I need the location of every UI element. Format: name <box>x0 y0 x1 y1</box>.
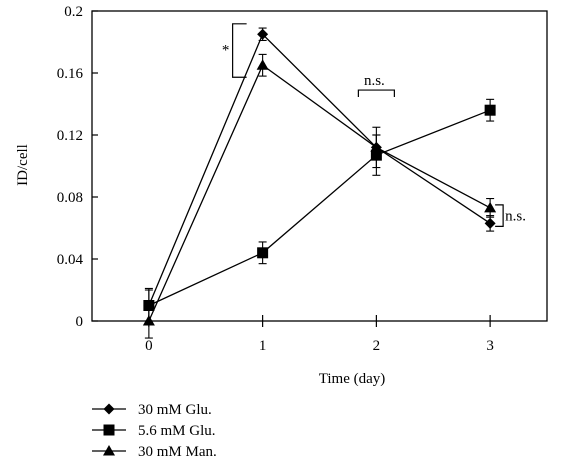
significance-label: n.s. <box>364 73 385 89</box>
x-tick-label: 1 <box>259 338 267 354</box>
diamond-point <box>484 217 496 229</box>
diamond-point <box>257 28 269 40</box>
legend-item: 5.6 mM Glu. <box>92 423 216 439</box>
legend-triangle-marker <box>103 445 115 456</box>
series-diamond <box>143 27 496 322</box>
legend-label: 30 mM Man. <box>138 444 217 460</box>
square-point <box>484 104 496 116</box>
legend-item: 30 mM Man. <box>92 444 217 460</box>
y-tick-label: 0 <box>76 314 84 330</box>
x-tick-label: 0 <box>145 338 153 354</box>
y-tick-label: 0.12 <box>57 128 83 144</box>
triangle-point <box>484 201 497 213</box>
x-axis-label: Time (day) <box>319 371 386 387</box>
y-tick-label: 0.04 <box>57 252 84 268</box>
legend-label: 30 mM Glu. <box>138 402 212 418</box>
significance-bracket <box>495 204 504 227</box>
significance-label: * <box>222 43 230 59</box>
plot-frame <box>91 10 548 322</box>
significance-annotations: * n.s. n.s. <box>222 23 526 227</box>
axes: 0 0.04 0.08 0.12 0.16 0.2 0 1 2 3 <box>57 4 548 354</box>
significance-bracket <box>232 23 247 78</box>
legend-diamond-marker <box>103 403 115 415</box>
x-tick-label: 2 <box>373 338 381 354</box>
significance-bracket <box>357 89 395 98</box>
triangle-point <box>370 141 383 152</box>
square-point <box>257 247 269 259</box>
series-line <box>148 64 491 322</box>
legend-item: 30 mM Glu. <box>92 402 212 418</box>
significance-label: n.s. <box>505 209 526 225</box>
series-square <box>143 98 496 324</box>
series-line <box>148 109 491 307</box>
legend-square-marker <box>103 424 115 436</box>
data-series <box>142 27 497 339</box>
y-tick-label: 0.16 <box>57 66 84 82</box>
y-tick-label: 0.2 <box>64 4 83 20</box>
series-line <box>148 33 491 306</box>
series-triangle <box>142 53 497 339</box>
triangle-point <box>142 315 155 326</box>
legend: 30 mM Glu. 5.6 mM Glu. 30 mM Man. <box>92 402 217 460</box>
triangle-point <box>256 59 269 70</box>
x-tick-label: 3 <box>486 338 494 354</box>
y-tick-label: 0.08 <box>57 190 83 206</box>
legend-label: 5.6 mM Glu. <box>138 423 216 439</box>
y-axis-label: ID/cell <box>15 144 31 186</box>
